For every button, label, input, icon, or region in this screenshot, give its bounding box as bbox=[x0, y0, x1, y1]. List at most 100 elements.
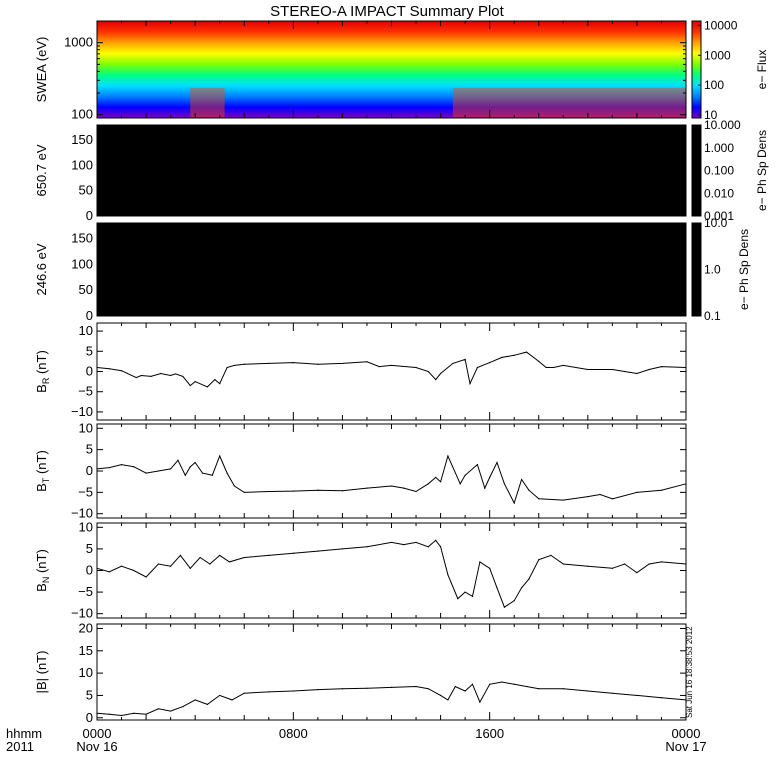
data-point bbox=[391, 365, 392, 366]
data-point bbox=[538, 498, 539, 499]
data-point bbox=[504, 483, 505, 484]
pad-panel-fill bbox=[97, 223, 686, 316]
data-point bbox=[479, 702, 480, 703]
data-point bbox=[317, 364, 318, 365]
data-point bbox=[141, 375, 142, 376]
data-point bbox=[612, 498, 613, 499]
y-tick-label: 150 bbox=[71, 231, 93, 246]
data-point bbox=[526, 352, 527, 353]
series-line-br bbox=[97, 352, 686, 387]
panel-swea: 10 100 1000 10000 e− Flux 100 1000 SWEA (eV) bbox=[34, 18, 769, 122]
x-date-label: Nov 16 bbox=[76, 739, 117, 754]
data-point bbox=[366, 688, 367, 689]
data-point bbox=[268, 555, 269, 556]
data-point bbox=[447, 574, 448, 575]
y-tick-label: 1000 bbox=[64, 35, 93, 50]
data-point bbox=[489, 684, 490, 685]
data-point bbox=[521, 587, 522, 588]
data-point bbox=[293, 490, 294, 491]
data-point bbox=[202, 473, 203, 474]
panel-frame bbox=[97, 323, 686, 420]
data-point bbox=[145, 576, 146, 577]
data-point bbox=[170, 710, 171, 711]
data-point bbox=[190, 568, 191, 569]
panel-pad246: 0.11.010.0e− Ph Sp Dens050100150246.6 eV bbox=[34, 216, 751, 323]
data-point bbox=[553, 367, 554, 368]
data-point bbox=[195, 462, 196, 463]
data-point bbox=[428, 483, 429, 484]
y-tick-label: 20 bbox=[79, 620, 93, 635]
y-tick-label: 150 bbox=[71, 132, 93, 147]
colorbar-tick-label: 0.010 bbox=[704, 186, 734, 200]
data-point bbox=[234, 485, 235, 486]
data-point bbox=[219, 455, 220, 456]
data-point bbox=[600, 494, 601, 495]
data-point bbox=[145, 473, 146, 474]
panel-pad650: 0.0010.0100.1001.00010.000e− Ph Sp Dens0… bbox=[34, 118, 769, 223]
x-tick-label: 0800 bbox=[279, 726, 308, 741]
y-tick-label: −10 bbox=[71, 404, 93, 419]
data-point bbox=[649, 369, 650, 370]
data-point bbox=[121, 370, 122, 371]
y-tick-label: 5 bbox=[86, 343, 93, 358]
data-point bbox=[457, 598, 458, 599]
data-point bbox=[175, 373, 176, 374]
data-point bbox=[391, 485, 392, 486]
data-point bbox=[447, 699, 448, 700]
data-point bbox=[226, 473, 227, 474]
data-point bbox=[514, 684, 515, 685]
data-point bbox=[133, 570, 134, 571]
data-point bbox=[661, 561, 662, 562]
data-point bbox=[415, 367, 416, 368]
data-point bbox=[465, 359, 466, 360]
colorbar-tick-label: 1.0 bbox=[704, 263, 721, 277]
data-point bbox=[379, 366, 380, 367]
data-point bbox=[185, 475, 186, 476]
colorbar-tick-label: 10.0 bbox=[704, 216, 728, 230]
data-point bbox=[472, 596, 473, 597]
y-label-main: B bbox=[34, 583, 49, 592]
data-point bbox=[109, 467, 110, 468]
data-point bbox=[195, 699, 196, 700]
data-point bbox=[231, 699, 232, 700]
data-point bbox=[268, 363, 269, 364]
data-point bbox=[484, 487, 485, 488]
data-point bbox=[528, 490, 529, 491]
plot-title: STEREO-A IMPACT Summary Plot bbox=[270, 3, 504, 20]
data-point bbox=[440, 546, 441, 547]
y-tick-label: 10 bbox=[79, 420, 93, 435]
y-axis-label: BT (nT) bbox=[34, 450, 51, 492]
data-point bbox=[440, 373, 441, 374]
data-point bbox=[209, 563, 210, 564]
data-point bbox=[214, 379, 215, 380]
data-point bbox=[636, 373, 637, 374]
y-axis-label: BR (nT) bbox=[34, 350, 51, 393]
colorbar-tick-label: 100 bbox=[704, 78, 724, 92]
data-point bbox=[440, 695, 441, 696]
data-point bbox=[465, 690, 466, 691]
data-point bbox=[477, 464, 478, 465]
data-point bbox=[403, 544, 404, 545]
colorbar-label: e− Ph Sp Dens bbox=[755, 130, 769, 211]
data-point bbox=[109, 571, 110, 572]
data-point bbox=[489, 477, 490, 478]
data-point bbox=[496, 462, 497, 463]
data-point bbox=[145, 714, 146, 715]
data-point bbox=[587, 566, 588, 567]
data-point bbox=[182, 376, 183, 377]
data-point bbox=[465, 591, 466, 592]
data-point bbox=[636, 695, 637, 696]
data-point bbox=[563, 365, 564, 366]
data-point bbox=[538, 361, 539, 362]
data-point bbox=[428, 371, 429, 372]
data-point bbox=[612, 568, 613, 569]
data-point bbox=[109, 714, 110, 715]
data-point bbox=[624, 563, 625, 564]
data-point bbox=[244, 492, 245, 493]
data-point bbox=[587, 369, 588, 370]
data-point bbox=[452, 363, 453, 364]
y-tick-label: 0 bbox=[86, 463, 93, 478]
y-tick-label: −5 bbox=[78, 484, 93, 499]
y-tick-label: 50 bbox=[79, 282, 93, 297]
